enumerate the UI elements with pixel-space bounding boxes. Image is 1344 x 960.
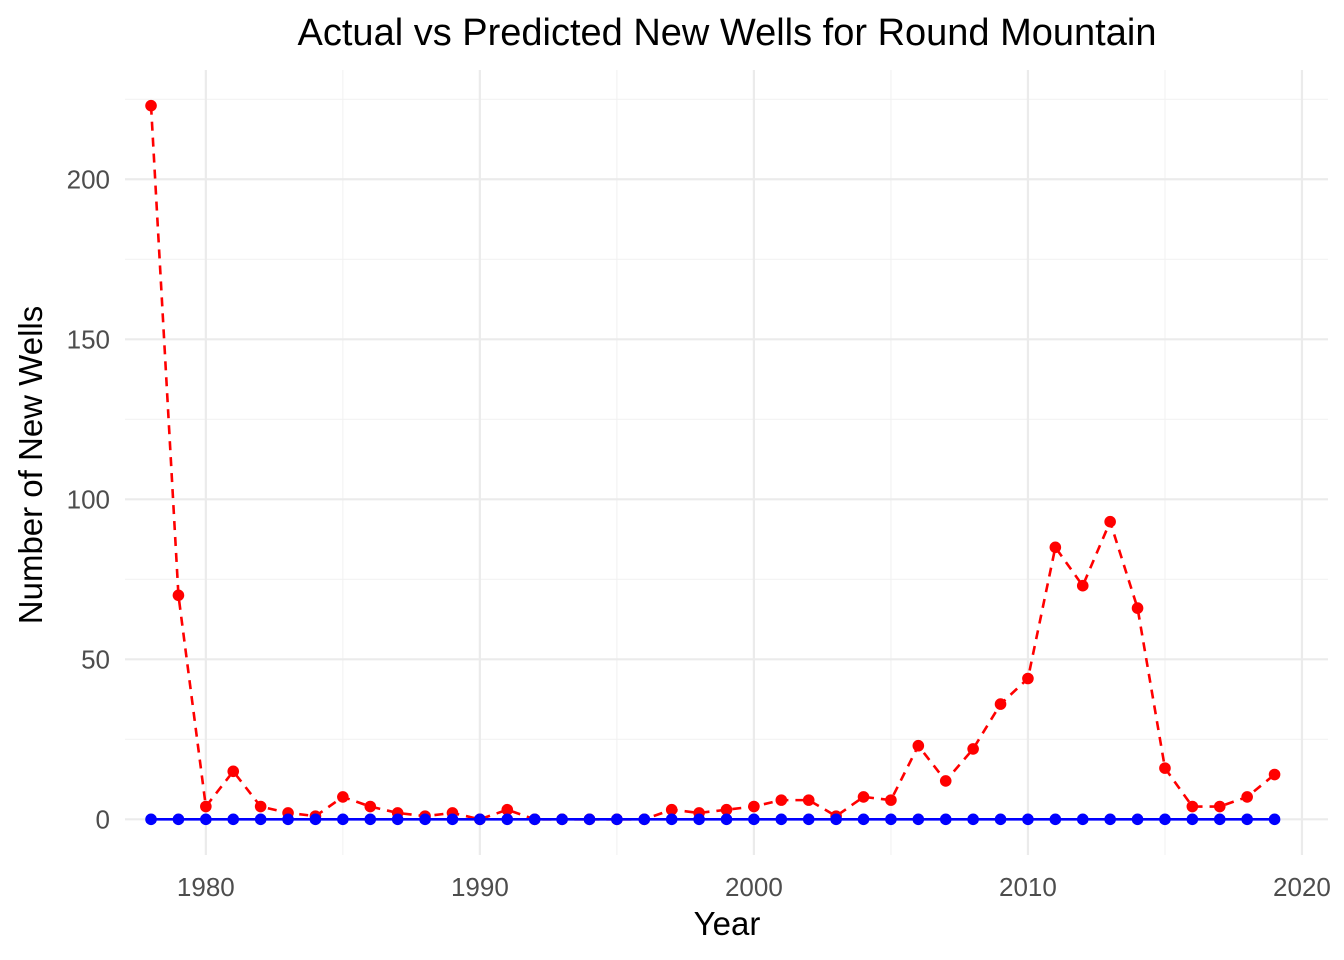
data-point xyxy=(309,813,322,826)
data-point xyxy=(967,813,979,826)
data-point xyxy=(1213,800,1226,813)
data-point xyxy=(1159,813,1171,826)
data-point xyxy=(939,813,952,826)
data-point xyxy=(200,813,212,826)
series-1 xyxy=(145,813,1281,826)
data-point xyxy=(364,800,377,813)
data-point xyxy=(1049,541,1062,554)
data-point xyxy=(665,813,678,826)
data-point xyxy=(501,813,514,826)
y-tick-label: 0 xyxy=(96,804,110,834)
data-point xyxy=(775,794,788,806)
data-point xyxy=(337,813,349,826)
data-point xyxy=(693,813,705,826)
data-point xyxy=(1159,762,1171,774)
x-axis-title: Year xyxy=(694,905,761,942)
data-point xyxy=(802,794,815,806)
data-point xyxy=(145,813,157,826)
y-tick-label: 200 xyxy=(67,164,110,194)
data-point xyxy=(200,800,212,813)
data-point xyxy=(994,813,1007,826)
data-point xyxy=(1268,768,1281,781)
x-tick-label: 2000 xyxy=(725,872,783,902)
x-tick-label: 1980 xyxy=(177,872,235,902)
data-point xyxy=(1022,672,1034,685)
x-tick-label: 1990 xyxy=(451,872,509,902)
data-point xyxy=(857,791,870,803)
data-point xyxy=(611,813,623,826)
data-point xyxy=(939,775,952,787)
data-point xyxy=(1241,813,1253,826)
data-point xyxy=(528,813,541,826)
data-point xyxy=(638,813,651,826)
data-point xyxy=(391,813,404,826)
data-point xyxy=(1186,800,1199,813)
data-point xyxy=(720,803,733,816)
data-point xyxy=(857,813,870,826)
data-point xyxy=(282,813,294,826)
data-point xyxy=(254,813,267,826)
data-point xyxy=(1076,579,1089,592)
data-point xyxy=(967,743,979,755)
data-point xyxy=(665,803,678,816)
data-point xyxy=(227,765,240,778)
y-tick-label: 150 xyxy=(67,324,110,354)
data-point xyxy=(1268,813,1281,826)
data-point xyxy=(1022,813,1034,826)
data-point xyxy=(748,800,760,813)
data-point xyxy=(912,813,925,826)
x-tick-label: 2020 xyxy=(1273,872,1331,902)
x-tick-label: 2010 xyxy=(999,872,1057,902)
data-point xyxy=(446,813,459,826)
data-point xyxy=(172,589,185,602)
data-point xyxy=(556,813,568,826)
data-point xyxy=(1049,813,1062,826)
data-point xyxy=(337,791,349,803)
data-point xyxy=(1104,813,1116,826)
y-axis-title: Number of New Wells xyxy=(12,306,49,624)
data-point xyxy=(775,813,788,826)
data-point xyxy=(1186,813,1199,826)
x-axis: 1980 1990 2000 2010 2020 xyxy=(177,872,1331,902)
data-point xyxy=(912,739,925,752)
series-line xyxy=(149,105,1276,821)
data-point xyxy=(1076,813,1089,826)
data-point xyxy=(1241,791,1253,803)
data-point xyxy=(885,813,897,826)
grid xyxy=(125,70,1328,855)
data-point xyxy=(254,800,267,813)
data-point xyxy=(830,813,842,826)
data-point xyxy=(583,813,596,826)
series-layer xyxy=(145,99,1281,826)
data-point xyxy=(172,813,185,826)
data-point xyxy=(474,813,486,826)
data-point xyxy=(501,803,514,816)
series-0 xyxy=(145,99,1281,826)
y-axis: 0 50 100 150 200 xyxy=(67,164,110,834)
data-point xyxy=(720,813,733,826)
data-point xyxy=(802,813,815,826)
data-point xyxy=(145,99,157,112)
data-point xyxy=(748,813,760,826)
y-tick-label: 100 xyxy=(67,484,110,514)
chart-title: Actual vs Predicted New Wells for Round … xyxy=(298,12,1157,54)
data-point xyxy=(1104,515,1116,528)
data-point xyxy=(994,698,1007,710)
data-point xyxy=(1131,813,1144,826)
data-point xyxy=(1131,602,1144,614)
data-point xyxy=(885,794,897,806)
data-point xyxy=(227,813,240,826)
data-point xyxy=(419,813,431,826)
data-point xyxy=(1213,813,1226,826)
y-tick-label: 50 xyxy=(81,644,110,674)
data-point xyxy=(364,813,377,826)
